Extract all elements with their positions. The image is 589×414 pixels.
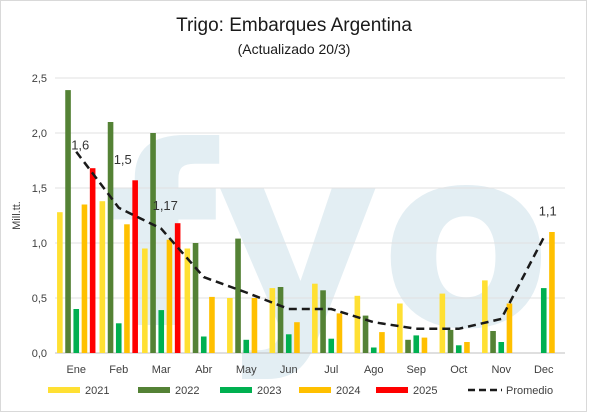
bar-2022-Ene — [65, 90, 71, 353]
bar-2022-Jul — [320, 290, 326, 353]
legend-swatch-2024 — [299, 387, 331, 393]
bar-2024-Dec — [549, 232, 555, 353]
x-tick-label: Ene — [66, 364, 86, 376]
bar-2022-May — [235, 238, 241, 353]
bar-2025-Mar — [174, 223, 181, 353]
bar-2024-Ago — [379, 332, 385, 353]
bar-2021-Abr — [184, 248, 191, 353]
bar-2023-Ene — [73, 309, 80, 353]
x-tick-label: Dec — [534, 364, 554, 376]
bar-2022-Oct — [447, 329, 454, 353]
x-axis-ticks: Ene Feb Mar Abr May Jun Jul Ago Sep Oct Nov Dec — [66, 364, 554, 376]
annotations: 1,6 1,5 1,17 1,1 — [71, 138, 557, 219]
x-tick-label: Jun — [280, 364, 298, 376]
y-tick-label: 0,0 — [32, 348, 47, 360]
bar-2022-Sep — [405, 339, 411, 353]
legend-label-2021: 2021 — [85, 385, 109, 397]
x-tick-label: Mar — [152, 364, 171, 376]
data-label: 1,6 — [71, 138, 89, 153]
gridlines — [55, 77, 565, 354]
y-tick-label: 2,0 — [32, 128, 47, 140]
bar-2021-May — [227, 298, 233, 353]
legend-label-2022: 2022 — [175, 385, 199, 397]
bar-2021-Ene — [57, 212, 63, 353]
bar-2023-Sep — [413, 335, 420, 353]
bar-2024-Jun — [294, 322, 300, 353]
average-line-path — [75, 150, 545, 331]
chart-title: Trigo: Embarques Argentina — [176, 15, 412, 36]
legend-label-2024: 2024 — [336, 385, 360, 397]
bar-2022-Ago — [362, 315, 369, 353]
bar-2024-Nov — [506, 303, 513, 353]
legend: 2021 2022 2023 2024 2025 Promedio — [48, 385, 553, 397]
bar-2021-Mar — [142, 248, 148, 353]
x-tick-label: Abr — [195, 364, 212, 376]
y-tick-label: 1,5 — [32, 183, 47, 195]
x-tick-label: Ago — [364, 364, 384, 376]
x-tick-label: Nov — [491, 364, 511, 376]
bar-2021-Nov — [482, 280, 488, 353]
bar-2024-Mar — [166, 239, 173, 353]
bar-2023-May — [243, 339, 250, 353]
bar-2022-Jun — [277, 287, 284, 353]
y-axis-ticks: 0,0 0,5 1,0 1,5 2,0 2,5 — [32, 73, 47, 360]
x-tick-label: Jul — [324, 364, 338, 376]
bar-2022-Mar — [150, 133, 156, 353]
bar-2021-Feb — [99, 201, 106, 353]
bar-2023-Jun — [285, 334, 292, 353]
watermark: fyo — [108, 93, 551, 384]
bar-2023-Nov — [498, 342, 505, 353]
data-label: 1,17 — [153, 198, 178, 213]
bar-2022-Abr — [192, 243, 199, 353]
bar-2024-Abr — [209, 296, 215, 353]
data-label: 1,5 — [114, 152, 132, 167]
x-tick-label: Sep — [406, 364, 426, 376]
bar-2024-Ene — [81, 204, 88, 353]
bar-2023-Mar — [158, 310, 165, 353]
x-tick-label: Oct — [450, 364, 467, 376]
bar-2022-Nov — [490, 331, 496, 353]
legend-swatch-2021 — [48, 387, 80, 393]
bar-2024-Jul — [336, 313, 343, 353]
legend-swatch-2022 — [138, 387, 170, 393]
bar-2023-Ago — [370, 347, 377, 353]
bar-2023-Jul — [328, 338, 335, 353]
y-axis-label: Mill.tt. — [11, 201, 23, 230]
legend-label-average: Promedio — [506, 385, 553, 397]
y-tick-label: 0,5 — [32, 293, 47, 305]
bar-2023-Feb — [115, 323, 122, 353]
chart-subtitle: (Actualizado 20/3) — [238, 41, 351, 57]
x-tick-label: Feb — [109, 364, 128, 376]
bars — [57, 90, 555, 353]
bar-2021-Oct — [439, 293, 446, 353]
y-tick-label: 2,5 — [32, 73, 47, 85]
data-label: 1,1 — [539, 204, 557, 219]
legend-swatch-2025 — [376, 387, 408, 393]
bar-2021-Jul — [312, 283, 318, 353]
bar-2024-Sep — [421, 337, 428, 353]
legend-label-2025: 2025 — [413, 385, 437, 397]
bar-2021-Sep — [397, 303, 403, 353]
bar-2025-Feb — [132, 180, 138, 353]
bar-2024-Feb — [124, 224, 130, 353]
bar-2023-Dec — [540, 288, 547, 353]
legend-label-2023: 2023 — [257, 385, 281, 397]
bar-2024-Oct — [464, 342, 470, 353]
bar-2021-Jun — [269, 288, 276, 353]
bar-2024-May — [251, 298, 258, 353]
bar-2025-Ene — [89, 168, 96, 353]
average-line — [75, 150, 545, 331]
y-tick-label: 1,0 — [32, 238, 47, 250]
legend-swatch-2023 — [220, 387, 252, 393]
bar-2021-Ago — [354, 295, 361, 353]
bar-2022-Feb — [107, 122, 114, 353]
bar-2023-Oct — [455, 345, 462, 353]
bar-2023-Abr — [200, 336, 207, 353]
x-tick-label: May — [236, 364, 257, 376]
